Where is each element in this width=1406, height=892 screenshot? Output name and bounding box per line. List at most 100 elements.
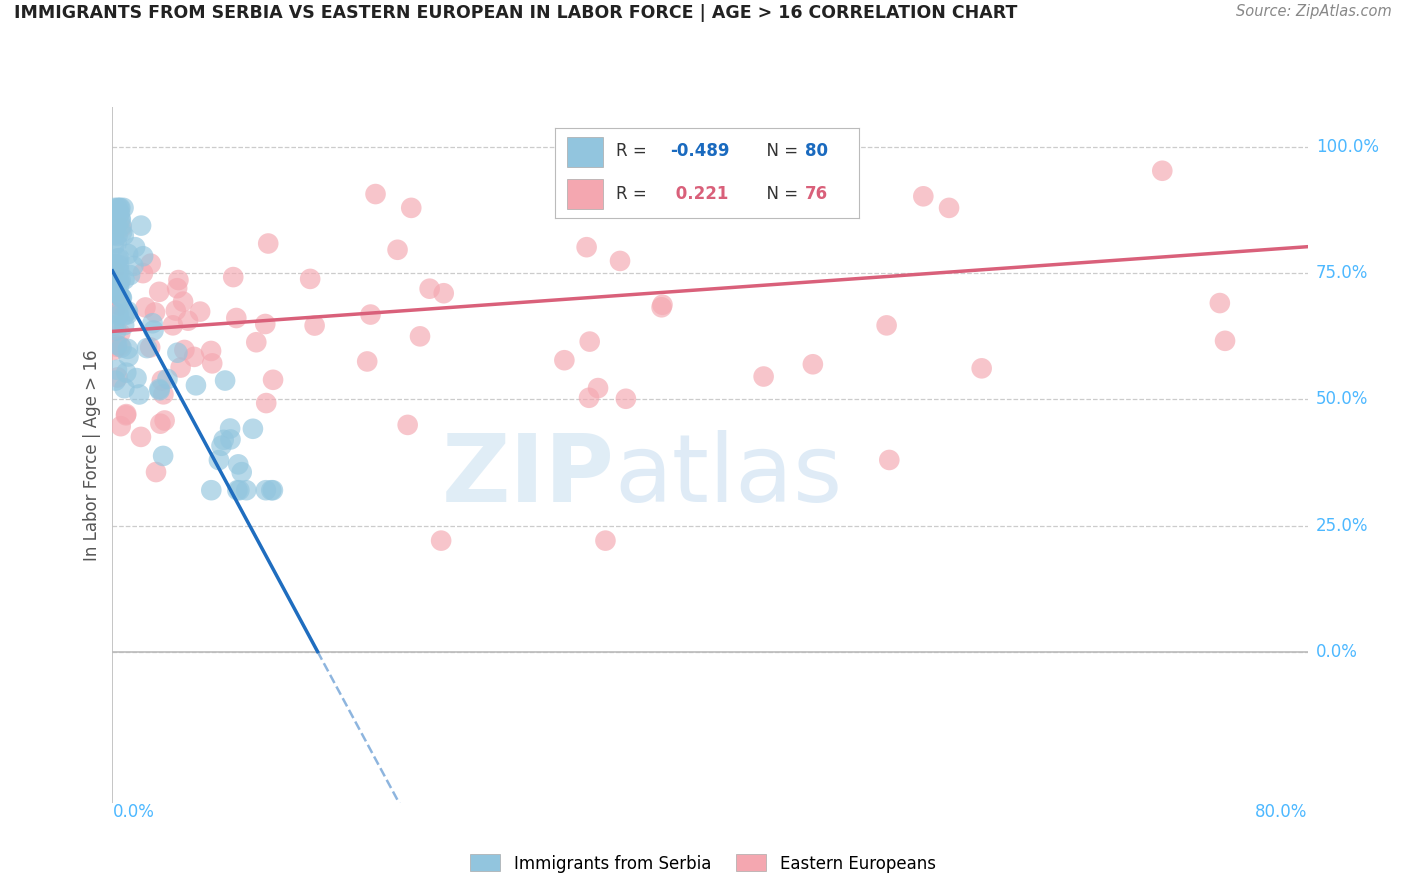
Point bbox=[200, 343, 222, 358]
Point bbox=[153, 413, 176, 427]
Point bbox=[228, 483, 250, 498]
Point bbox=[103, 227, 125, 242]
Point bbox=[104, 374, 127, 388]
Point bbox=[139, 341, 162, 355]
Text: 100.0%: 100.0% bbox=[1316, 138, 1379, 156]
Point bbox=[110, 290, 132, 304]
Point bbox=[260, 483, 283, 498]
Point bbox=[107, 228, 129, 243]
Point bbox=[219, 433, 242, 447]
Text: 0.0%: 0.0% bbox=[112, 803, 155, 821]
Point bbox=[152, 387, 174, 401]
Point bbox=[245, 335, 267, 350]
Point bbox=[166, 345, 188, 359]
Point bbox=[651, 298, 673, 312]
Point bbox=[225, 311, 247, 326]
Point bbox=[107, 370, 129, 384]
Point bbox=[201, 356, 224, 370]
Point bbox=[125, 371, 148, 385]
Point bbox=[211, 439, 233, 453]
Point bbox=[166, 281, 188, 295]
Point bbox=[132, 266, 155, 280]
Point bbox=[356, 354, 378, 368]
Point bbox=[162, 318, 184, 333]
Point bbox=[148, 285, 170, 299]
Text: IMMIGRANTS FROM SERBIA VS EASTERN EUROPEAN IN LABOR FORCE | AGE > 16 CORRELATION: IMMIGRANTS FROM SERBIA VS EASTERN EUROPE… bbox=[14, 4, 1018, 22]
Point bbox=[105, 218, 128, 232]
Point bbox=[108, 289, 131, 303]
Point bbox=[651, 300, 673, 314]
Point bbox=[208, 453, 231, 467]
Point bbox=[108, 251, 131, 265]
Point bbox=[107, 252, 129, 266]
Point bbox=[115, 407, 138, 421]
Point bbox=[110, 220, 132, 235]
Point bbox=[120, 268, 142, 282]
Point bbox=[110, 211, 132, 226]
Point bbox=[108, 298, 131, 312]
Point bbox=[112, 201, 135, 215]
Point bbox=[108, 274, 131, 288]
Point bbox=[226, 483, 249, 498]
Point bbox=[117, 247, 139, 261]
Point bbox=[105, 340, 128, 354]
Point bbox=[108, 206, 131, 220]
Point bbox=[124, 240, 146, 254]
Point bbox=[262, 373, 284, 387]
Point bbox=[103, 318, 125, 333]
Point bbox=[122, 259, 145, 273]
Point bbox=[111, 291, 134, 305]
Point bbox=[188, 304, 211, 318]
Point bbox=[115, 409, 138, 423]
Point bbox=[108, 258, 131, 272]
Point bbox=[104, 285, 127, 300]
Point bbox=[112, 318, 135, 333]
Point bbox=[254, 396, 277, 410]
Point bbox=[132, 249, 155, 263]
Point bbox=[219, 421, 242, 435]
Point bbox=[184, 378, 207, 392]
Point bbox=[110, 201, 132, 215]
Point bbox=[578, 391, 600, 405]
Point bbox=[938, 201, 960, 215]
Point bbox=[104, 201, 127, 215]
Point bbox=[104, 284, 127, 298]
Point bbox=[114, 272, 136, 286]
Point bbox=[173, 343, 195, 357]
Point bbox=[1152, 163, 1174, 178]
Point bbox=[226, 458, 249, 472]
Point bbox=[103, 258, 125, 272]
Point bbox=[156, 372, 179, 386]
Point bbox=[136, 341, 159, 355]
Point bbox=[262, 483, 284, 498]
Text: atlas: atlas bbox=[614, 430, 842, 522]
Point bbox=[117, 304, 139, 318]
Point bbox=[110, 212, 132, 227]
Point bbox=[110, 273, 132, 287]
Point bbox=[387, 243, 409, 257]
Point bbox=[222, 270, 245, 285]
Point bbox=[609, 254, 631, 268]
Point bbox=[304, 318, 326, 333]
Point bbox=[105, 338, 128, 352]
Point bbox=[107, 201, 129, 215]
Point bbox=[578, 334, 600, 349]
Text: 75.0%: 75.0% bbox=[1316, 264, 1368, 283]
Text: 25.0%: 25.0% bbox=[1316, 516, 1368, 534]
Point bbox=[172, 294, 194, 309]
Point bbox=[167, 273, 190, 287]
Point bbox=[107, 309, 129, 323]
Point bbox=[110, 219, 132, 233]
Point bbox=[148, 382, 170, 396]
Point bbox=[152, 449, 174, 463]
Point bbox=[254, 483, 277, 498]
Point bbox=[110, 326, 132, 340]
Point bbox=[212, 433, 235, 447]
Text: 0.0%: 0.0% bbox=[1316, 642, 1358, 661]
Point bbox=[877, 453, 901, 467]
Point bbox=[149, 384, 172, 398]
Point bbox=[876, 318, 898, 333]
Point bbox=[103, 238, 125, 252]
Point bbox=[254, 317, 277, 331]
Point bbox=[575, 240, 598, 254]
